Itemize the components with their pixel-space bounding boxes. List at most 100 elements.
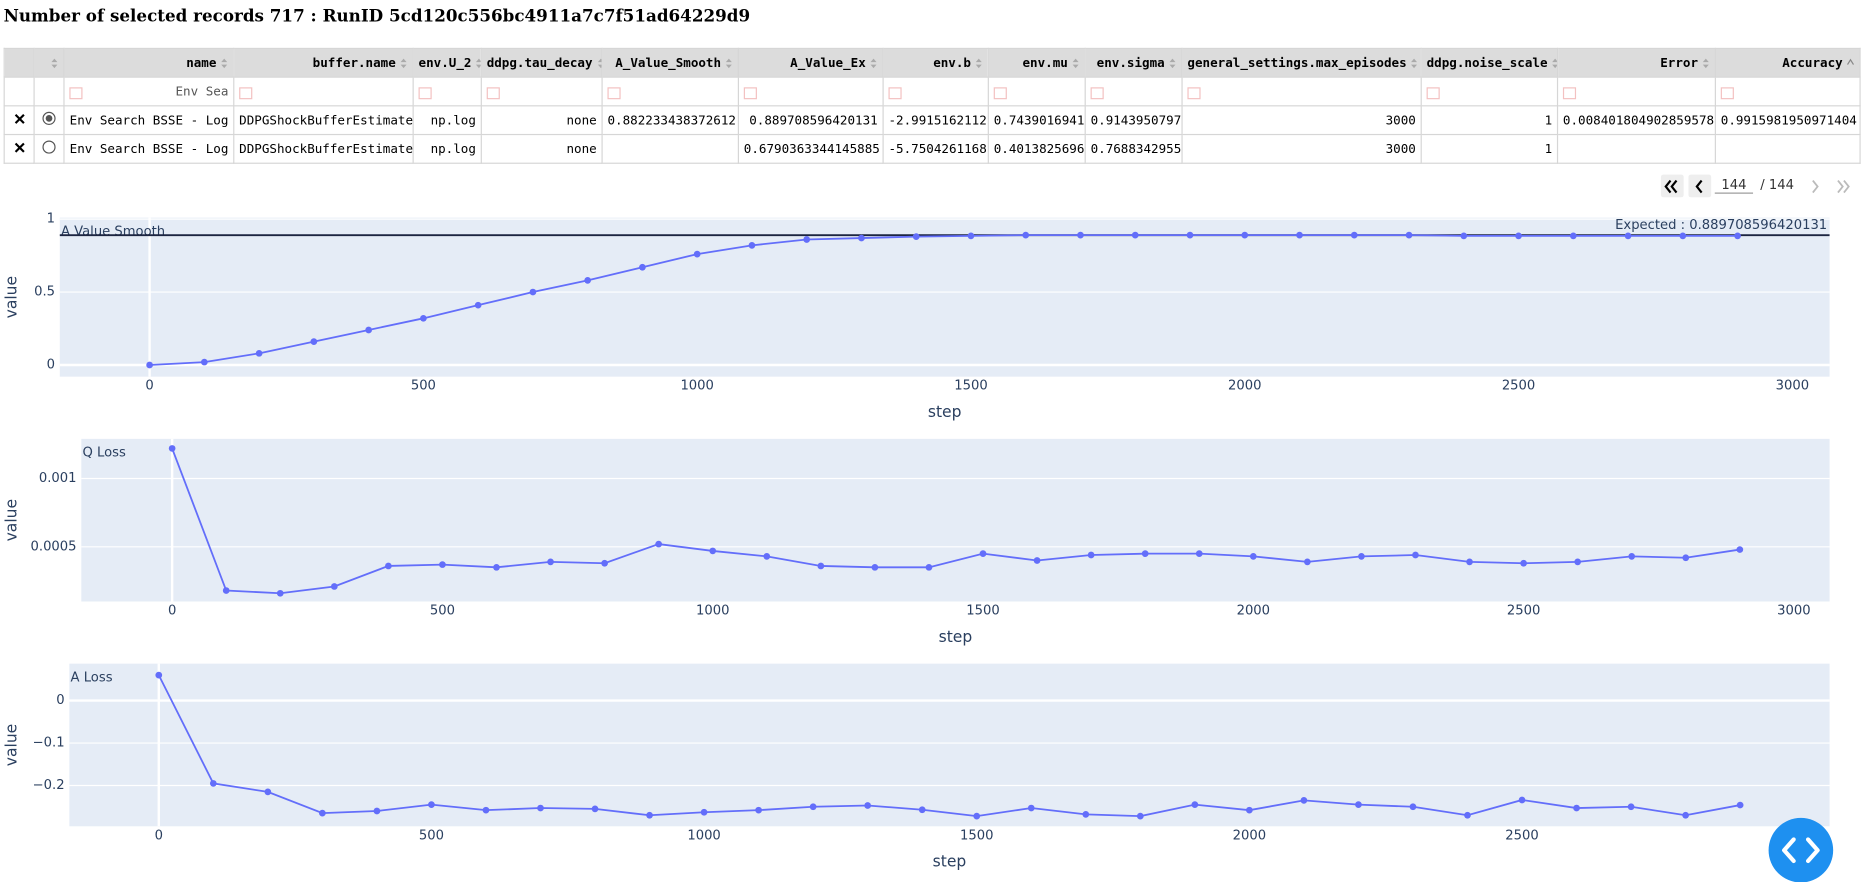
sort-icon[interactable] (1846, 57, 1854, 69)
filter-icon (1090, 86, 1104, 99)
sort-icon[interactable] (475, 57, 481, 69)
point (591, 805, 599, 813)
filter-cell (480, 76, 603, 107)
point (1518, 796, 1526, 804)
x-tick-label: 2000 (1237, 604, 1270, 619)
point (817, 562, 825, 570)
filter-cell (1714, 76, 1861, 107)
sort-icon[interactable] (50, 57, 58, 69)
point (1141, 550, 1149, 558)
table-cell: 0.9915981950971404 (1714, 105, 1861, 136)
sort-icon[interactable] (725, 57, 733, 69)
point (1628, 553, 1636, 560)
filter-cell (987, 76, 1086, 107)
radio[interactable] (42, 111, 56, 125)
delete-cell (3, 133, 35, 164)
delete-icon[interactable] (14, 142, 25, 153)
point (1136, 812, 1144, 820)
point (276, 589, 284, 597)
page-nav-next[interactable] (1809, 173, 1857, 199)
sort-icon[interactable] (1410, 57, 1418, 69)
table-cell: 1 (1420, 105, 1559, 136)
column-name: name (186, 55, 217, 70)
page-input[interactable]: 144 (1714, 177, 1754, 194)
point (255, 349, 263, 357)
page-nav-prev[interactable] (1660, 173, 1713, 199)
sort-icon[interactable] (975, 57, 983, 69)
column-name: ddpg.noise_scale (1426, 55, 1548, 70)
table-cell (1714, 133, 1861, 164)
x-tick-label: 1500 (966, 604, 999, 619)
table-cell: 1 (1420, 133, 1559, 164)
x-tick-label: 2500 (1502, 379, 1535, 394)
header-cell: env.mu (987, 47, 1086, 78)
point (1736, 546, 1744, 553)
x-tick-label: 0 (145, 379, 153, 394)
point (1027, 804, 1035, 812)
expected-annotation: Expected : 0.889708596420131 (1615, 218, 1827, 233)
code-toggle-button[interactable] (1767, 817, 1834, 882)
header-cell: A_Value_Ex (737, 47, 884, 78)
filter-cell (233, 76, 414, 107)
point (547, 558, 554, 566)
table-cell: 3000 (1181, 105, 1422, 136)
header-cell: ddpg.tau_decay (480, 47, 603, 78)
column-name: env.U_2 (418, 55, 472, 70)
records-table: name buffer.name env.U_2 ddpg.tau_decay A_Va… (3, 47, 1861, 164)
point (428, 801, 435, 808)
point (1574, 558, 1582, 566)
x-tick-label: 0 (155, 828, 163, 843)
sort-icon[interactable] (220, 57, 228, 69)
sort-icon[interactable] (1071, 57, 1079, 69)
point (373, 807, 381, 815)
header-cell: ddpg.noise_scale (1420, 47, 1559, 78)
point (439, 561, 446, 568)
column-name: A_Value_Ex (790, 55, 866, 70)
table-cell: 0.6790363344145885 (737, 133, 884, 164)
point (529, 288, 537, 296)
header-cell: env.b (882, 47, 989, 78)
table-row: Env Search BSSE - Log DDPGShockBufferEsti… (3, 105, 1861, 136)
x-tick-label: 1500 (954, 379, 987, 394)
point (264, 788, 272, 796)
sort-icon[interactable] (869, 57, 877, 69)
point (482, 806, 490, 814)
filter-icon (239, 86, 253, 99)
table-cell: 3000 (1181, 133, 1422, 164)
point (755, 806, 762, 814)
x-tick-label: 0 (168, 604, 176, 619)
y-axis-label: value (2, 499, 20, 541)
column-name: ddpg.tau_decay (486, 55, 593, 70)
header-cell: buffer.name (233, 47, 414, 78)
point (1734, 232, 1741, 240)
sort-icon[interactable] (1702, 57, 1710, 69)
sort-icon[interactable] (1168, 57, 1176, 69)
radio[interactable] (42, 140, 56, 154)
sort-icon[interactable] (1551, 57, 1557, 69)
point (1195, 550, 1203, 558)
x-tick-label: 1500 (960, 828, 993, 843)
point (925, 563, 933, 571)
filter-icon (993, 86, 1007, 99)
y-tick-label: 0 (47, 358, 55, 373)
y-tick-label: 0 (56, 693, 64, 708)
column-name: buffer.name (312, 55, 396, 70)
sort-icon[interactable] (596, 57, 602, 69)
table-cell: 0.4013825696 (987, 133, 1086, 164)
point (1569, 232, 1577, 240)
x-axis-label: step (928, 403, 962, 421)
point (420, 314, 427, 322)
x-axis-label: step (939, 628, 973, 646)
header-cell: Error (1556, 47, 1716, 78)
point (1405, 231, 1413, 239)
column-name: A_Value_Smooth (615, 55, 722, 70)
point (803, 236, 811, 243)
sort-icon[interactable] (399, 57, 407, 69)
y-tick-label: −0.2 (33, 778, 65, 793)
x-tick-label: 500 (419, 828, 444, 843)
point (1464, 811, 1471, 819)
point (1627, 803, 1635, 811)
filter-cell (3, 76, 35, 107)
delete-icon[interactable] (14, 113, 25, 124)
